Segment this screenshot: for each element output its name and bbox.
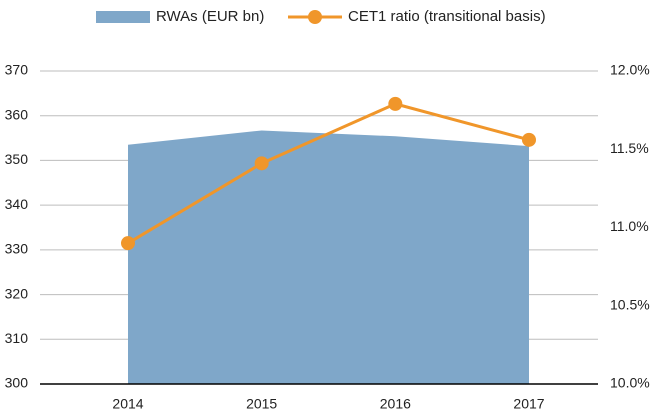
y-tick-label: 320	[5, 285, 29, 301]
marker	[254, 156, 269, 171]
x-tick-label: 2016	[380, 396, 411, 412]
legend-label: RWAs (EUR bn)	[156, 8, 264, 25]
y-tick-label: 340	[5, 196, 29, 212]
marker	[388, 96, 403, 111]
y-tick-label: 370	[5, 62, 29, 78]
y2-tick-label: 11.5%	[610, 140, 649, 156]
y-tick-label: 330	[5, 241, 29, 257]
line	[127, 102, 530, 245]
x-tick-label: 2017	[513, 396, 544, 412]
y-tick-label: 350	[5, 151, 29, 167]
marker	[121, 236, 135, 251]
y-tick-label: 360	[5, 106, 29, 122]
y2-tick-label: 10.5%	[610, 296, 650, 312]
y2-tick-label: 10.0%	[610, 375, 650, 391]
legend: RWAs (EUR bn) CET1 ratio (transitional ba…	[96, 8, 546, 25]
legend-marker	[308, 10, 322, 24]
x-tick-label: 2014	[112, 396, 143, 412]
y-tick-label: 310	[5, 330, 29, 346]
legend-swatch	[96, 11, 150, 23]
y-tick-label: 300	[5, 375, 29, 391]
y2-tick-label: 11.0%	[610, 218, 649, 234]
marker	[522, 132, 536, 147]
x-tick-label: 2015	[246, 396, 277, 412]
area	[128, 130, 529, 384]
y2-tick-label: 12.0%	[610, 62, 650, 78]
legend-label: CET1 ratio (transitional basis)	[348, 8, 546, 25]
